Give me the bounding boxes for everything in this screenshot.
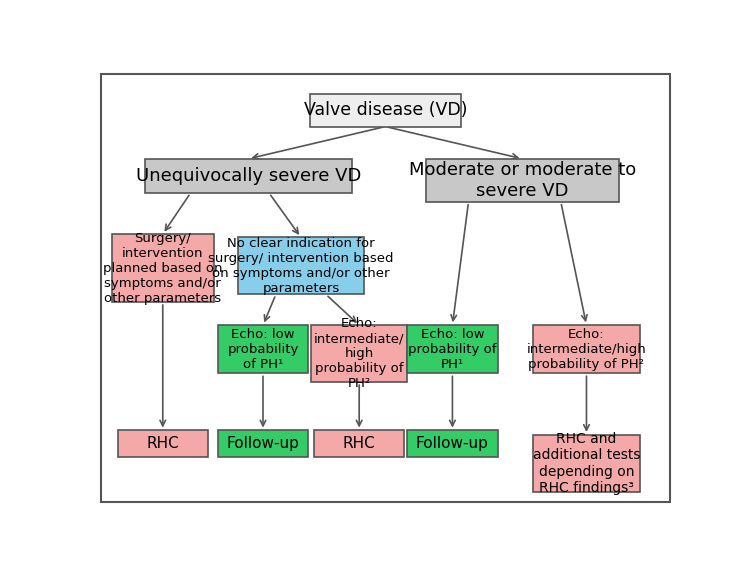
Text: RHC and
additional tests
depending on
RHC findings³: RHC and additional tests depending on RH… [532,432,640,495]
Text: Valve disease (VD): Valve disease (VD) [304,101,467,119]
FancyBboxPatch shape [314,430,405,457]
FancyBboxPatch shape [145,159,352,193]
Text: Echo:
intermediate/
high
probability of
PH²: Echo: intermediate/ high probability of … [314,317,405,390]
FancyBboxPatch shape [117,430,208,457]
Text: Echo: low
probability
of PH¹: Echo: low probability of PH¹ [227,328,299,371]
Text: Unequivocally severe VD: Unequivocally severe VD [136,167,361,185]
FancyBboxPatch shape [426,159,618,202]
FancyBboxPatch shape [532,325,641,373]
Text: Follow-up: Follow-up [226,436,299,451]
FancyBboxPatch shape [310,93,461,127]
Text: Moderate or moderate to
severe VD: Moderate or moderate to severe VD [409,161,636,200]
Text: Echo: low
probability of
PH¹: Echo: low probability of PH¹ [408,328,496,371]
Text: RHC: RHC [343,436,375,451]
Text: RHC: RHC [147,436,179,451]
FancyBboxPatch shape [218,325,308,373]
FancyBboxPatch shape [112,234,214,302]
FancyBboxPatch shape [238,237,363,295]
Text: Echo:
intermediate/high
probability of PH²: Echo: intermediate/high probability of P… [526,328,646,371]
FancyBboxPatch shape [408,325,498,373]
FancyBboxPatch shape [218,430,308,457]
FancyBboxPatch shape [408,430,498,457]
Text: Surgery/
intervention
planned based on
symptoms and/or
other parameters: Surgery/ intervention planned based on s… [103,231,223,304]
Text: No clear indication for
surgery/ intervention based
on symptoms and/or other
par: No clear indication for surgery/ interve… [208,237,393,295]
Text: Follow-up: Follow-up [416,436,489,451]
FancyBboxPatch shape [311,325,408,382]
FancyBboxPatch shape [532,435,641,492]
